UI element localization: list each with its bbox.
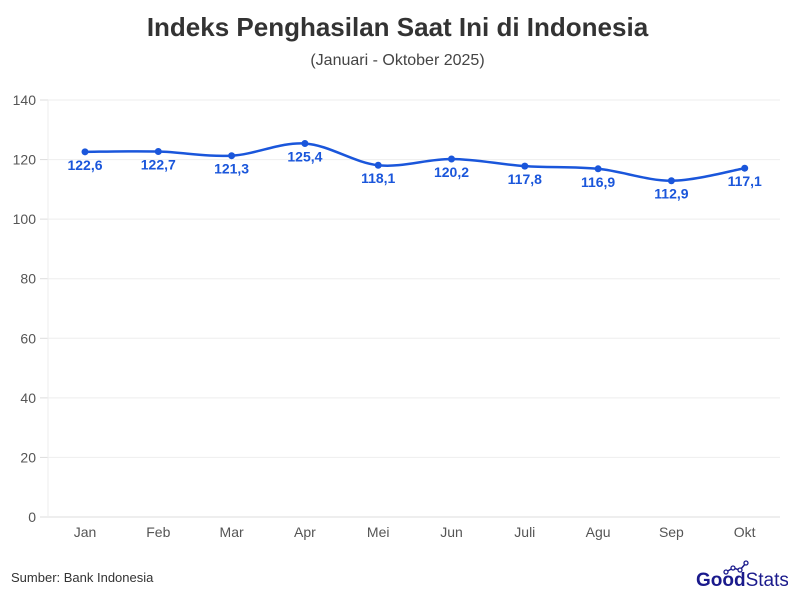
y-tick-label: 40	[20, 390, 36, 406]
x-tick-label: Okt	[734, 524, 756, 540]
x-tick-label: Jun	[440, 524, 463, 540]
data-label: 122,6	[67, 157, 102, 173]
chart-title: Indeks Penghasilan Saat Ini di Indonesia	[146, 12, 649, 42]
data-label: 122,7	[141, 157, 176, 173]
y-tick-label: 140	[13, 92, 37, 108]
chart-subtitle: (Januari - Oktober 2025)	[310, 52, 485, 69]
data-point	[154, 148, 162, 156]
data-point	[228, 152, 236, 160]
goodstats-logo: GoodStats	[696, 560, 789, 595]
data-label: 117,1	[728, 173, 762, 189]
x-tick-label: Apr	[294, 524, 316, 540]
data-point	[741, 164, 749, 172]
data-point	[374, 161, 382, 169]
data-point	[667, 177, 675, 185]
data-point	[594, 165, 602, 173]
data-label: 121,3	[214, 161, 249, 177]
y-tick-label: 0	[28, 509, 36, 525]
data-label: 125,4	[287, 148, 322, 164]
svg-text:GoodStats: GoodStats	[696, 570, 788, 590]
y-tick-label: 80	[20, 271, 36, 287]
y-tick-label: 20	[20, 449, 36, 465]
x-tick-label: Feb	[146, 524, 170, 540]
data-label: 112,9	[654, 186, 688, 202]
data-label: 116,9	[581, 174, 615, 190]
data-label: 118,1	[361, 170, 395, 186]
goodstats-logo-icon: GoodStats	[696, 560, 789, 591]
y-tick-label: 120	[13, 152, 37, 168]
y-tick-label: 100	[13, 211, 37, 227]
data-label: 117,8	[508, 171, 542, 187]
source-text: Sumber: Bank Indonesia	[11, 570, 154, 585]
x-tick-label: Jan	[74, 524, 97, 540]
data-point	[521, 162, 529, 170]
data-point	[81, 148, 89, 156]
x-tick-label: Juli	[514, 524, 535, 540]
y-tick-label: 60	[20, 330, 36, 346]
x-tick-label: Mei	[367, 524, 390, 540]
data-point	[448, 155, 455, 163]
x-tick-label: Mar	[220, 524, 244, 540]
data-label: 120,2	[434, 164, 469, 180]
x-tick-label: Agu	[586, 524, 611, 540]
x-tick-label: Sep	[659, 524, 684, 540]
data-point	[301, 139, 309, 147]
series-line	[84, 142, 745, 182]
